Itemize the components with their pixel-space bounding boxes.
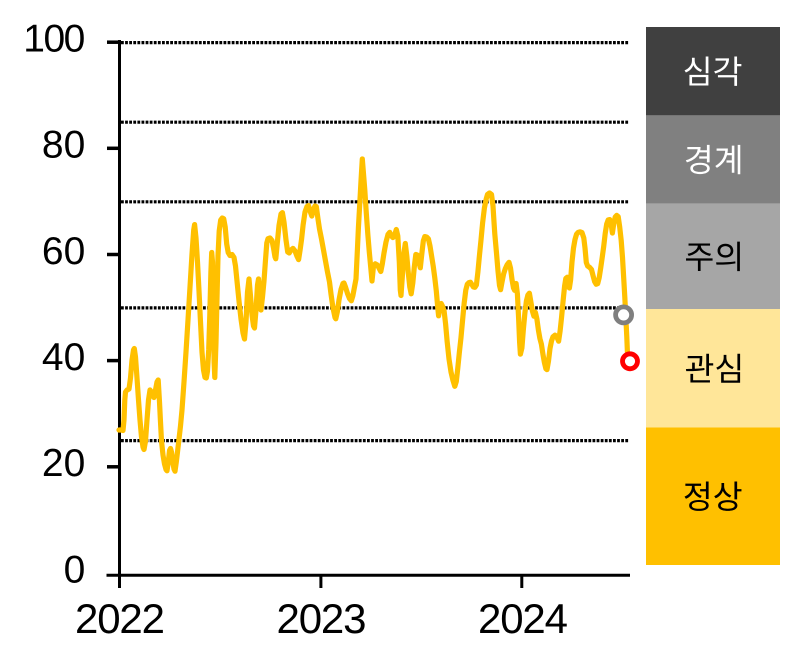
- svg-text:2023: 2023: [277, 595, 367, 642]
- svg-text:0: 0: [64, 548, 86, 591]
- svg-text:2024: 2024: [478, 595, 568, 642]
- svg-text:20: 20: [42, 442, 85, 485]
- svg-text:40: 40: [42, 336, 85, 379]
- svg-text:80: 80: [42, 124, 85, 167]
- svg-text:2022: 2022: [75, 595, 165, 642]
- svg-text:100: 100: [23, 18, 85, 61]
- svg-text:60: 60: [42, 230, 85, 273]
